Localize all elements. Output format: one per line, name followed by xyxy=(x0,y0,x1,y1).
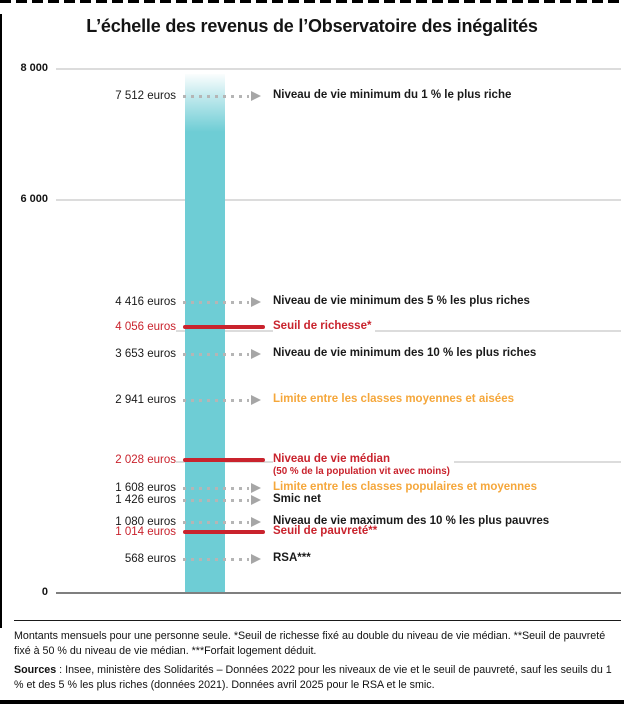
y-tick-label: 0 xyxy=(41,586,48,598)
chart-title: L’échelle des revenus de l’Observatoire … xyxy=(86,16,538,36)
arrowhead-icon xyxy=(251,296,261,307)
annotation: Limite entre les classes moyennes et ais… xyxy=(273,392,518,408)
scale-row: 1 608 euros Limite entre les classes pop… xyxy=(0,479,624,496)
annotation: Seuil de pauvreté** xyxy=(273,523,382,539)
y-tick-label: 6 000 xyxy=(20,193,48,205)
annotation: Niveau de vie minimum du 1 % le plus ric… xyxy=(273,87,516,103)
threshold-line-icon xyxy=(183,458,265,463)
annotation-title: Seuil de pauvreté** xyxy=(273,524,378,537)
arrowhead-icon xyxy=(251,395,261,406)
gridline xyxy=(56,199,621,201)
annotation-title: Niveau de vie minimum des 10 % les plus … xyxy=(273,346,537,359)
annotation-title: Smic net xyxy=(273,492,321,505)
scale-row: 2 941 euros Limite entre les classes moy… xyxy=(0,392,624,408)
dotted-leader xyxy=(183,486,249,490)
value-label: 4 416 euros xyxy=(20,294,176,309)
sources-label: Sources xyxy=(14,664,57,676)
arrowhead-icon xyxy=(251,517,261,528)
income-scale-bar xyxy=(185,74,225,593)
dotted-leader xyxy=(183,352,249,356)
x-axis-line xyxy=(56,592,621,594)
dotted-leader xyxy=(183,498,249,502)
dotted-leader xyxy=(183,300,249,304)
arrowhead-icon xyxy=(251,482,261,493)
footnote-text: Montants mensuels pour une personne seul… xyxy=(14,630,606,658)
annotation: Niveau de vie minimum des 10 % les plus … xyxy=(273,345,541,361)
annotation: Smic net xyxy=(273,491,325,507)
left-border xyxy=(0,14,2,628)
y-tick-label: 8 000 xyxy=(20,62,48,74)
scale-row: 4 056 euros Seuil de richesse* xyxy=(0,319,624,335)
scale-row: 4 416 euros Niveau de vie minimum des 5 … xyxy=(0,293,624,310)
dotted-leader xyxy=(183,521,249,525)
annotation: Niveau de vie minimum des 5 % les plus r… xyxy=(273,293,534,309)
scale-row: 2 028 euros Niveau de vie médian (50 % d… xyxy=(0,452,624,480)
dotted-leader xyxy=(183,399,249,403)
dotted-leader xyxy=(183,94,249,98)
threshold-line-icon xyxy=(183,325,265,330)
annotation: RSA*** xyxy=(273,550,315,566)
annotation-title: Limite entre les classes populaires et m… xyxy=(273,480,537,493)
value-label: 1 426 euros xyxy=(20,492,176,507)
value-label: 2 028 euros xyxy=(20,453,176,468)
value-label: 1 014 euros xyxy=(20,524,176,539)
annotation-title: Limite entre les classes moyennes et ais… xyxy=(273,393,514,406)
arrowhead-icon xyxy=(251,348,261,359)
arrowhead-icon xyxy=(251,494,261,505)
annotation-title: Niveau de vie minimum du 1 % le plus ric… xyxy=(273,88,512,101)
annotation: Niveau de vie médian (50 % de la populat… xyxy=(273,452,454,480)
value-label: 4 056 euros xyxy=(20,320,176,335)
arrowhead-icon xyxy=(251,90,261,101)
value-label: 7 512 euros xyxy=(20,88,176,103)
value-label: 568 euros xyxy=(20,551,176,566)
annotation-title: Niveau de vie minimum des 5 % les plus r… xyxy=(273,294,530,307)
gridline xyxy=(56,68,621,70)
arrowhead-icon xyxy=(251,553,261,564)
annotation-subtitle: (50 % de la population vit avec moins) xyxy=(273,466,450,478)
annotation: Limite entre les classes populaires et m… xyxy=(273,479,541,495)
scale-row: 1 426 euros Smic net xyxy=(0,491,624,508)
annotation-title: RSA*** xyxy=(273,551,311,564)
value-label: 2 941 euros xyxy=(20,393,176,408)
annotation: Seuil de richesse* xyxy=(273,319,376,335)
bottom-border xyxy=(0,700,624,704)
scale-row: 1 014 euros Seuil de pauvreté** xyxy=(0,523,624,540)
footer-divider xyxy=(14,620,621,621)
top-dashed-border xyxy=(0,0,624,3)
annotation-title: Niveau de vie médian xyxy=(273,453,390,466)
value-label: 3 653 euros xyxy=(20,346,176,361)
threshold-line-icon xyxy=(183,529,265,534)
sources-text: Sources : Insee, ministère des Solidarit… xyxy=(14,663,614,693)
annotation-title: Seuil de richesse* xyxy=(273,320,372,333)
value-label: 1 608 euros xyxy=(20,480,176,495)
scale-row: 7 512 euros Niveau de vie minimum du 1 %… xyxy=(0,87,624,104)
dotted-leader xyxy=(183,557,249,561)
sources-body: : Insee, ministère des Solidarités – Don… xyxy=(14,664,612,692)
scale-row: 3 653 euros Niveau de vie minimum des 10… xyxy=(0,345,624,362)
scale-row: 568 euros RSA*** xyxy=(0,550,624,567)
